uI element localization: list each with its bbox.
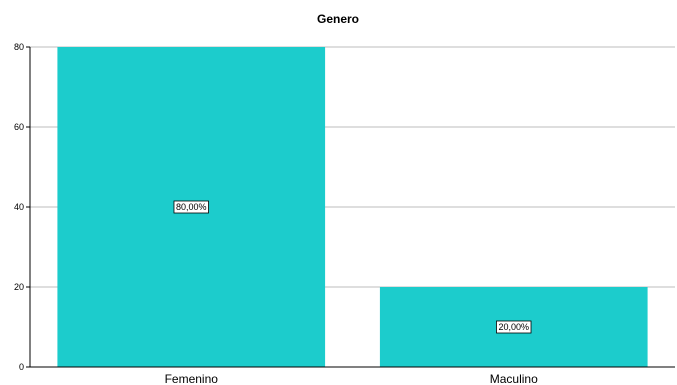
y-tick-label: 60 — [14, 122, 24, 132]
y-tick-label: 40 — [14, 202, 24, 212]
y-axis: 0 20 40 60 80 — [14, 42, 31, 372]
data-label-text: 80,00% — [176, 202, 207, 212]
y-tick-label: 20 — [14, 282, 24, 292]
data-label-box — [173, 200, 209, 214]
data-label: 80,00% — [173, 200, 209, 214]
data-label: 20,00% — [496, 320, 532, 334]
bars: 80,00% 20,00% — [57, 47, 648, 367]
x-category-label: Maculino — [490, 372, 538, 385]
data-label-text: 20,00% — [498, 322, 529, 332]
x-axis: Femenino Maculino — [30, 366, 675, 385]
chart-title: Genero — [317, 12, 359, 26]
data-label-box — [496, 320, 532, 334]
y-tick-label: 0 — [19, 362, 24, 372]
y-tick-label: 80 — [14, 42, 24, 52]
x-category-label: Femenino — [165, 372, 219, 385]
